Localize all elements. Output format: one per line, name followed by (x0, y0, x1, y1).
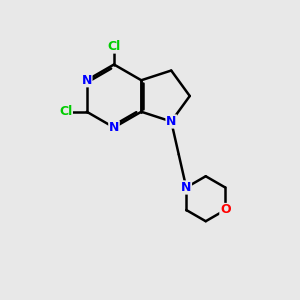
Text: N: N (82, 74, 92, 87)
Text: Cl: Cl (59, 105, 72, 118)
Text: O: O (220, 203, 230, 217)
Text: N: N (181, 181, 191, 194)
Text: Cl: Cl (107, 40, 121, 53)
Text: N: N (109, 121, 119, 134)
Text: N: N (166, 115, 176, 128)
